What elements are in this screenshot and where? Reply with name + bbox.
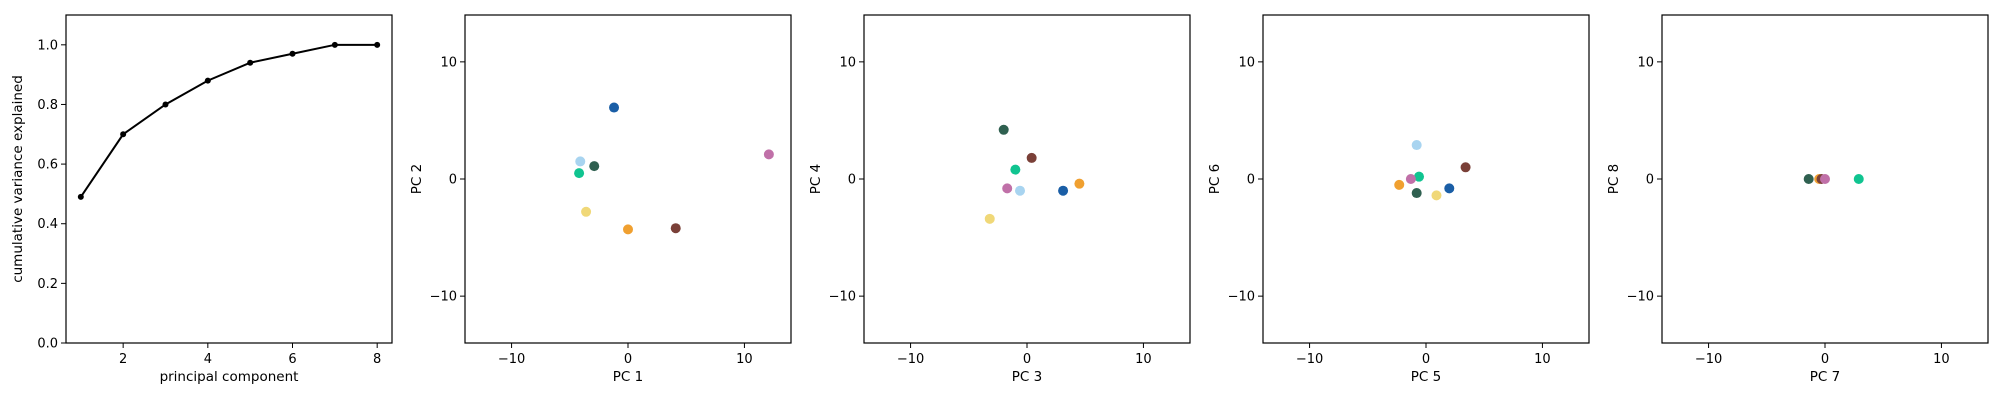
- y-tick-label: 0: [1247, 173, 1255, 188]
- y-tick-label: 10: [1238, 55, 1255, 70]
- x-tick-label: 4: [204, 352, 212, 367]
- scatter-point: [1394, 179, 1405, 190]
- y-axis-label: PC 4: [808, 164, 824, 194]
- scatter-point: [1411, 140, 1422, 151]
- x-tick-label: 8: [373, 352, 381, 367]
- x-tick-label: 10: [1933, 352, 1950, 367]
- scatter-point: [1853, 174, 1864, 184]
- scatter-point: [1460, 162, 1471, 173]
- scatter-point: [1015, 185, 1026, 196]
- x-tick-label: 6: [288, 352, 296, 367]
- x-tick-label: −10: [498, 352, 525, 367]
- y-axis-label: PC 6: [1207, 164, 1223, 194]
- scatter-point: [1010, 164, 1021, 175]
- x-axis-label: principal component: [160, 369, 299, 385]
- x-tick-label: 10: [736, 352, 753, 367]
- y-tick-label: 0.8: [37, 98, 58, 113]
- y-tick-label: 0: [449, 173, 457, 188]
- scatter-point: [998, 124, 1009, 135]
- scatter-point: [1074, 178, 1085, 189]
- x-axis-label: PC 7: [1810, 369, 1840, 385]
- x-tick-label: 0: [1821, 352, 1829, 367]
- x-axis-label: PC 5: [1411, 369, 1441, 385]
- y-tick-label: 0: [848, 173, 856, 188]
- y-tick-label: −10: [430, 290, 457, 305]
- scatter-point: [609, 102, 620, 113]
- scatter-point: [575, 156, 586, 167]
- scatter-point: [763, 149, 774, 160]
- y-tick-label: 10: [839, 55, 856, 70]
- y-tick-label: 10: [440, 55, 457, 70]
- x-tick-label: 0: [1023, 352, 1031, 367]
- scatter-point: [1820, 174, 1830, 184]
- y-tick-label: 0.2: [37, 277, 58, 292]
- y-axis-label: PC 8: [1606, 164, 1622, 194]
- variance-point: [120, 131, 127, 138]
- pc3-pc4-panel: −10 0 10 −10 0 10 PC 3 PC 4: [808, 14, 1191, 385]
- y-axis-label: PC 2: [409, 164, 425, 194]
- scatter-point: [574, 168, 585, 179]
- pc1-pc2-panel: −10 0 10 −10 0 10 PC 1 PC 2: [409, 14, 792, 385]
- y-tick-label: 0.4: [37, 217, 58, 232]
- pc7-pc8-panel: −10 0 10 −10 0 10 PC 7 PC 8: [1606, 14, 1989, 385]
- y-tick-label: 10: [1637, 55, 1654, 70]
- y-axis-label: cumulative variance explained: [10, 75, 26, 283]
- x-tick-label: −10: [897, 352, 924, 367]
- plot-frame: [863, 14, 1191, 344]
- x-tick-label: −10: [1296, 352, 1323, 367]
- y-tick-label: −10: [1627, 290, 1654, 305]
- x-axis-label: PC 3: [1012, 369, 1042, 385]
- variance-point: [247, 59, 254, 66]
- scatter-point: [1002, 183, 1013, 194]
- scatter-point: [589, 161, 600, 172]
- variance-point: [204, 77, 211, 84]
- scatter-point: [581, 206, 592, 217]
- plot-frame: [65, 14, 393, 344]
- variance-line: [79, 43, 378, 198]
- scatter-point: [1411, 188, 1422, 199]
- x-axis-label: PC 1: [613, 369, 643, 385]
- y-tick-label: 1.0: [37, 38, 58, 53]
- variance-point: [289, 50, 296, 57]
- pc5-pc6-panel: −10 0 10 −10 0 10 PC 5 PC 6: [1207, 14, 1590, 385]
- y-tick-label: 0.0: [37, 337, 58, 352]
- scatter-point: [670, 223, 681, 234]
- variance-point: [331, 41, 338, 48]
- variance-panel: 2 4 6 8 0.0 0.2 0.4 0.6 0.8 1.0 principal componen…: [10, 14, 393, 385]
- x-tick-label: 10: [1534, 352, 1551, 367]
- x-tick-label: 10: [1135, 352, 1152, 367]
- variance-point: [77, 193, 84, 200]
- scatter-point: [1444, 183, 1455, 194]
- scatter-point: [1405, 174, 1416, 184]
- y-tick-label: −10: [1228, 290, 1255, 305]
- scatter-point: [1803, 174, 1814, 184]
- y-tick-label: 0: [1646, 173, 1654, 188]
- x-tick-label: 0: [1422, 352, 1430, 367]
- scatter-point: [623, 224, 633, 235]
- scatter-point: [1026, 152, 1037, 163]
- scatter-point: [1431, 190, 1442, 201]
- x-tick-label: 2: [119, 352, 127, 367]
- variance-point: [162, 101, 169, 108]
- variance-point: [374, 41, 381, 48]
- scatter-point: [984, 213, 995, 224]
- plot-frame: [464, 14, 792, 344]
- plot-frame: [1661, 14, 1989, 344]
- plot-frame: [1262, 14, 1590, 344]
- x-tick-label: −10: [1695, 352, 1722, 367]
- x-tick-label: 0: [624, 352, 632, 367]
- scatter-point: [1414, 171, 1425, 182]
- y-tick-label: 0.6: [37, 158, 58, 173]
- y-tick-label: −10: [829, 290, 856, 305]
- scatter-point: [1058, 185, 1069, 196]
